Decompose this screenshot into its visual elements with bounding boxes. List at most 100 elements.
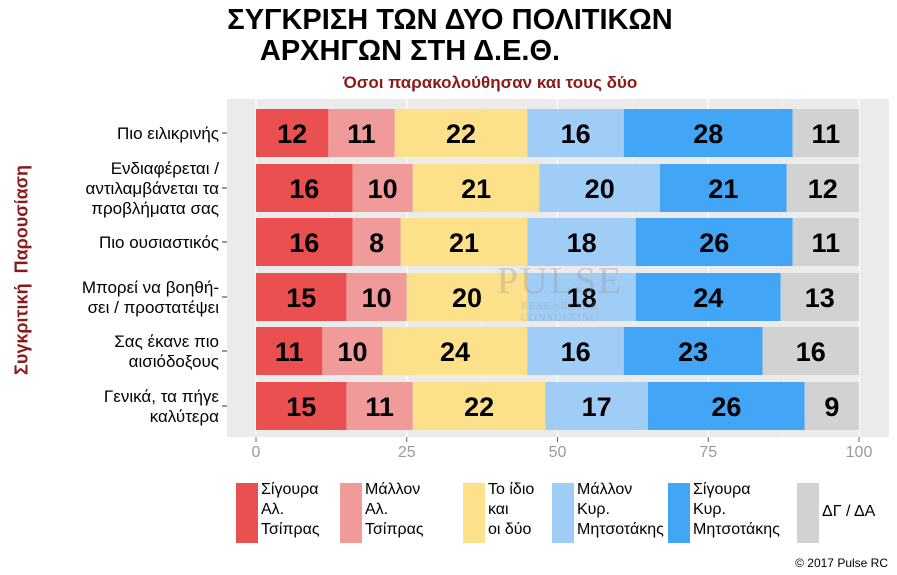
bar-segment (352, 218, 401, 266)
x-tick-label: 50 (549, 444, 567, 461)
data-label: 15 (286, 392, 316, 422)
data-label: 12 (277, 119, 307, 149)
category-label: Πιο ειλικρινής (117, 124, 219, 143)
data-label: 10 (337, 337, 367, 367)
watermark-line1: PULSE (496, 260, 624, 302)
bar-segment (346, 382, 413, 430)
x-tick-label: 0 (252, 444, 261, 461)
legend-label: Σίγουρα Αλ. Τσίπρας (261, 481, 320, 538)
bar-segment (412, 164, 540, 212)
data-label: 13 (805, 283, 835, 313)
data-label: 8 (369, 228, 384, 258)
legend-label: Σίγουρα Κυρ. Μητσοτάκης (693, 481, 780, 538)
data-label: 20 (452, 283, 482, 313)
data-label: 16 (796, 337, 826, 367)
data-label: 18 (567, 283, 597, 313)
bar-segment (780, 273, 859, 321)
data-label: 23 (678, 337, 708, 367)
data-label: 18 (567, 228, 597, 258)
x-tick-label: 100 (846, 444, 873, 461)
bar-segment (792, 109, 859, 157)
data-label: 15 (286, 283, 316, 313)
chart-subtitle: Όσοι παρακολούθησαν και τους δύο (342, 73, 638, 92)
data-label: 11 (347, 119, 376, 149)
data-label: 11 (812, 119, 841, 149)
bar-segment (256, 164, 353, 212)
legend-label: Το ίδιο και οι δύο (488, 481, 535, 538)
bar-segment (539, 164, 661, 212)
bar-segment (623, 327, 763, 375)
legend-label: Μάλλον Κυρ. Μητσοτάκης (577, 481, 664, 538)
bar-segment (256, 327, 323, 375)
data-label: 20 (585, 174, 615, 204)
bar-segment (346, 273, 407, 321)
data-label: 9 (824, 392, 839, 422)
bar-segment (406, 273, 528, 321)
legend-label: Μάλλον Αλ. Τσίπρας (365, 481, 424, 538)
bar-segment (527, 327, 624, 375)
bar-segment (322, 327, 383, 375)
category-label: Μπορεί να βοηθή-σει / προστατέψει (82, 278, 219, 317)
data-label: 24 (693, 283, 723, 313)
bar-segment (256, 109, 329, 157)
data-label: 16 (289, 174, 319, 204)
category-label: Πιο ουσιαστικός (99, 233, 219, 252)
legend-swatch (236, 483, 258, 543)
category-label: Σας έκανε πιο αισιόδοξους (114, 332, 219, 371)
bar-segment (256, 382, 347, 430)
bar-segment (352, 164, 413, 212)
data-label: 10 (368, 174, 398, 204)
bar-segment (660, 164, 787, 212)
data-label: 10 (362, 283, 392, 313)
data-label: 26 (699, 228, 729, 258)
bar-segment (623, 109, 793, 157)
copyright-note: © 2017 Pulse RC (795, 556, 888, 570)
data-label: 21 (461, 174, 491, 204)
data-label: 11 (812, 228, 841, 258)
legend-swatch (340, 483, 362, 543)
bar-segment (412, 382, 546, 430)
data-label: 16 (289, 228, 319, 258)
legend-swatch (463, 483, 485, 543)
chart-title-line1: ΣΥΓΚΡΙΣΗ ΤΩΝ ΔΥΟ ΠΟΛΙΤΙΚΩΝ (227, 4, 673, 36)
data-label: 16 (561, 119, 591, 149)
category-label: Γενικά, τα πήγε καλύτερα (104, 387, 219, 426)
watermark-line2: RESEARCH & CONSULTING (520, 300, 600, 324)
bar-segment (394, 109, 528, 157)
data-label: 11 (365, 392, 394, 422)
bar-segment (256, 273, 347, 321)
bar-segment (647, 382, 805, 430)
stacked-bar-chart: 12 11 22 16 28 11 Πιο ειλικρινής 16 10 21 20 21 12 Εν… (82, 99, 889, 461)
data-label: 26 (711, 392, 741, 422)
x-tick-label: 75 (699, 444, 717, 461)
legend-swatch (668, 483, 690, 543)
data-label: 22 (446, 119, 476, 149)
data-label: 12 (808, 174, 838, 204)
bar-segment (635, 218, 793, 266)
bar-segment (382, 327, 528, 375)
legend-label: ΔΓ / ΔΑ (822, 503, 876, 520)
bar-segment (527, 218, 636, 266)
category-label: Ενδιαφέρεται / αντιλαμβάνεται τα προβλήματ… (86, 159, 220, 218)
bar-segment (762, 327, 859, 375)
data-label: 17 (582, 392, 612, 422)
data-label: 11 (275, 337, 304, 367)
bar-segment (527, 273, 636, 321)
legend-swatch (552, 483, 574, 543)
legend-swatch (797, 483, 819, 543)
pulse-watermark-logo: PULSE RESEARCH & CONSULTING (490, 262, 630, 324)
bar-segment (786, 164, 859, 212)
bar-segment (527, 109, 624, 157)
data-label: 28 (693, 119, 723, 149)
data-label: 22 (464, 392, 494, 422)
chart-legend: Σίγουρα Αλ. Τσίπρας Μάλλον Αλ. Τσίπρας Το … (236, 480, 896, 546)
bar-segment (545, 382, 648, 430)
data-label: 24 (440, 337, 470, 367)
x-tick-label: 25 (398, 444, 416, 461)
bar-segment (792, 218, 859, 266)
bar-segment (635, 273, 781, 321)
bar-segment (328, 109, 395, 157)
bar-segment (256, 218, 353, 266)
data-label: 21 (449, 228, 479, 258)
data-label: 16 (561, 337, 591, 367)
